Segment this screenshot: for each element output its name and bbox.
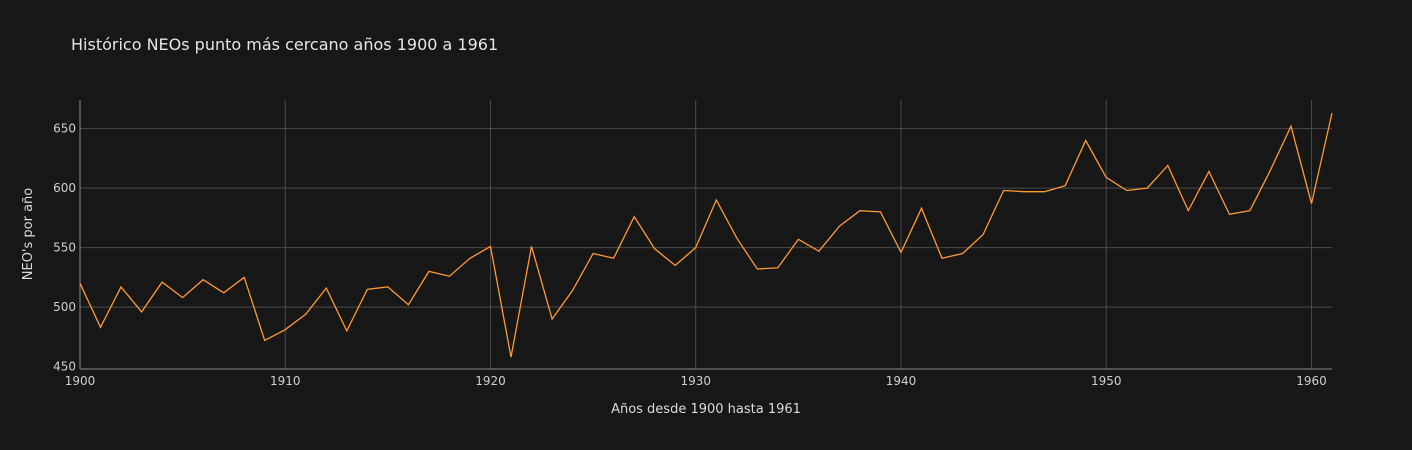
x-tick-label: 1930 — [680, 374, 711, 388]
x-axis-ticks: 1900 1910 1920 1930 1940 1950 1960 — [65, 374, 1327, 388]
y-tick-label: 650 — [53, 122, 76, 136]
y-tick-label: 500 — [53, 300, 76, 314]
x-tick-label: 1940 — [886, 374, 917, 388]
series-line — [79, 112, 1333, 358]
x-tick-label: 1900 — [65, 374, 96, 388]
x-tick-label: 1920 — [475, 374, 506, 388]
x-tick-label: 1960 — [1296, 374, 1327, 388]
grid-lines — [79, 100, 1332, 370]
x-tick-label: 1950 — [1091, 374, 1122, 388]
x-axis-title: Años desde 1900 hasta 1961 — [611, 402, 801, 417]
y-tick-label: 600 — [53, 181, 76, 195]
chart-title: Histórico NEOs punto más cercano años 19… — [71, 35, 498, 54]
x-tick-label: 1910 — [270, 374, 301, 388]
y-tick-label: 550 — [53, 241, 76, 255]
y-tick-label: 450 — [53, 360, 76, 374]
y-axis-ticks: 450 500 550 600 650 — [53, 122, 76, 374]
y-axis-title: NEO's por año — [21, 188, 36, 281]
